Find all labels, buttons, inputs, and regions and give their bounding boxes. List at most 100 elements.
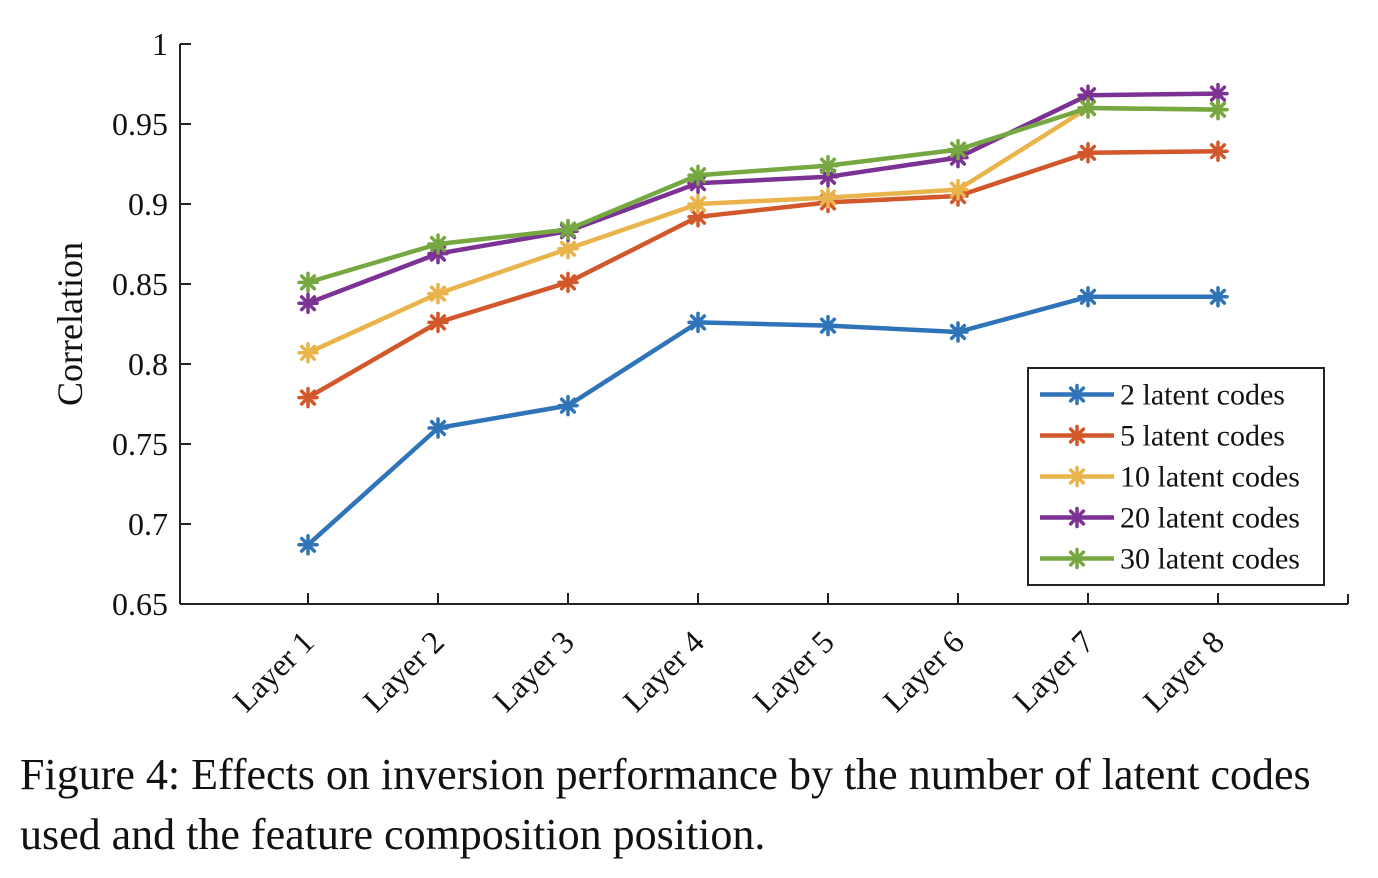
series-line [306, 294, 1218, 547]
marker-stroke [559, 397, 577, 414]
marker-stroke [949, 323, 967, 341]
data-point [427, 233, 449, 255]
legend-marker [1066, 547, 1088, 570]
y-tick-label: 0.75 [112, 426, 168, 462]
x-tick-label: Layer 4 [616, 623, 711, 718]
marker-stroke [689, 314, 707, 331]
figure-caption: Figure 4: Effects on inversion performan… [20, 750, 1311, 859]
data-point [427, 417, 449, 439]
series-line [306, 148, 1219, 400]
data-point [297, 386, 319, 409]
marker-stroke [689, 195, 707, 213]
series-1 [297, 286, 1229, 556]
x-tick-label: Layer 1 [226, 623, 321, 718]
x-tick-label: Layer 6 [876, 623, 971, 718]
data-point [687, 164, 709, 186]
legend: 2 latent codes 5 latent codes 10 latent co… [1027, 367, 1325, 586]
legend-marker [1066, 383, 1088, 406]
data-point [557, 271, 579, 294]
marker-stroke [1079, 288, 1097, 305]
y-tick-label: 0.8 [128, 346, 168, 382]
legend-label: 2 latent codes [1120, 379, 1285, 412]
legend-label: 5 latent codes [1120, 420, 1285, 453]
x-tick-label: Layer 5 [746, 623, 841, 718]
marker-stroke [1209, 101, 1227, 118]
marker-stroke [689, 167, 707, 184]
marker-stroke [1068, 509, 1086, 526]
data-point [947, 321, 969, 343]
data-point [687, 193, 709, 215]
data-point [1077, 97, 1099, 119]
legend-item: 10 latent codes [1040, 461, 1300, 494]
marker-stroke [429, 314, 447, 331]
marker-stroke [299, 274, 317, 291]
marker-stroke [559, 274, 577, 291]
legend-item: 20 latent codes [1040, 502, 1300, 535]
data-point [817, 154, 839, 177]
marker-stroke [819, 157, 837, 174]
legend-item: 30 latent codes [1040, 543, 1300, 576]
y-tick-label: 0.65 [112, 586, 168, 622]
series-5 [297, 97, 1229, 294]
data-point [557, 218, 579, 241]
y-tick-label: 1 [152, 26, 168, 62]
marker-stroke [1079, 144, 1097, 161]
data-point [297, 271, 319, 294]
data-point [1207, 140, 1229, 162]
y-tick-label: 0.85 [112, 266, 168, 302]
marker-stroke [429, 285, 447, 302]
marker-stroke [689, 208, 707, 225]
marker-stroke [819, 189, 837, 206]
marker-stroke [429, 419, 447, 437]
marker-stroke [1068, 427, 1086, 444]
marker-stroke [1068, 468, 1086, 485]
marker-stroke [1068, 386, 1086, 403]
marker-stroke [819, 317, 837, 334]
marker-stroke [299, 389, 317, 406]
data-point [687, 311, 709, 334]
data-point [297, 342, 319, 364]
marker-stroke [299, 536, 317, 553]
y-tick-label: 0.7 [128, 506, 168, 542]
legend-item: 5 latent codes [1040, 420, 1285, 453]
marker-stroke [559, 240, 577, 257]
data-point [297, 534, 319, 556]
data-point [947, 138, 969, 161]
data-point [817, 166, 839, 188]
x-tick-label: Layer 7 [1006, 623, 1101, 718]
data-point [1077, 142, 1099, 164]
marker-stroke [1209, 85, 1227, 102]
marker-stroke [299, 344, 317, 361]
data-point [817, 186, 839, 209]
marker-stroke [1209, 143, 1227, 160]
data-point [557, 394, 579, 417]
legend-marker [1066, 465, 1088, 488]
legend-item: 2 latent codes [1040, 379, 1285, 412]
data-point [1207, 286, 1229, 308]
marker-stroke [429, 235, 447, 253]
x-tick-label: Layer 3 [486, 623, 581, 718]
data-point [427, 282, 449, 305]
marker-stroke [949, 181, 967, 198]
data-point [1207, 98, 1229, 121]
data-point [947, 178, 969, 201]
y-axis-title: Correlation [50, 242, 90, 406]
series-4 [297, 82, 1229, 314]
legend-marker [1066, 424, 1088, 447]
marker-stroke [819, 168, 837, 185]
legend-label: 30 latent codes [1120, 543, 1300, 576]
line-chart: 0.65 0.7 0.75 0.8 0.85 0.9 0.95 1 Layer 1 Layer 2… [50, 26, 1349, 719]
y-tick-label: 0.9 [128, 186, 168, 222]
series-line [307, 105, 1219, 285]
legend-label: 10 latent codes [1120, 461, 1300, 494]
legend-label: 20 latent codes [1120, 502, 1300, 535]
data-point [557, 238, 579, 260]
marker-stroke [299, 295, 317, 312]
marker-stroke [1209, 288, 1227, 305]
marker-stroke [949, 141, 967, 158]
x-tick-label: Layer 8 [1136, 623, 1231, 718]
x-tick-label: Layer 2 [356, 623, 451, 718]
legend-marker [1066, 506, 1088, 529]
series-line [307, 105, 1219, 355]
y-tick-label: 0.95 [112, 106, 168, 142]
